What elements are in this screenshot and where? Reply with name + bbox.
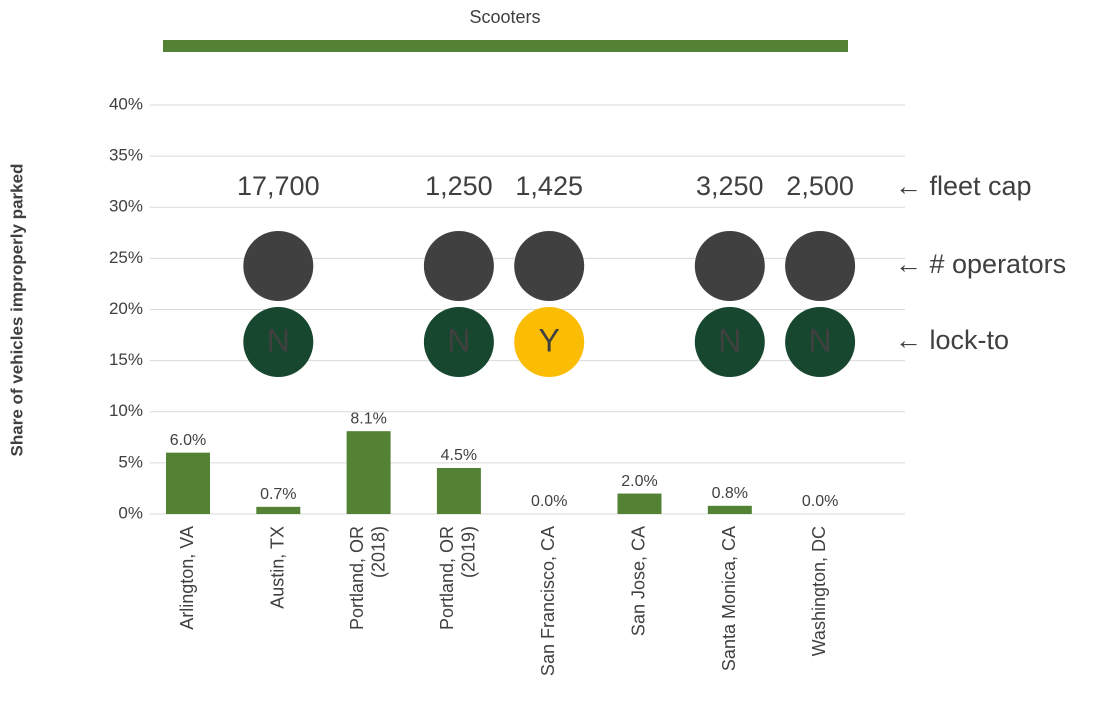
lock-to: N (809, 322, 832, 358)
y-tick-label: 20% (109, 299, 143, 318)
x-tick-label: Portland, OR(2019) (437, 526, 479, 630)
y-tick-label: 40% (109, 94, 143, 113)
value-label: 6.0% (170, 432, 206, 449)
bar (346, 431, 391, 514)
lock-circle (785, 307, 856, 377)
y-axis-label: Share of vehicles improperly parked (7, 164, 26, 457)
lock-circle (423, 307, 494, 377)
lock-circle (694, 307, 765, 377)
lock-circle (514, 307, 585, 377)
fleet-cap: 2,500 (786, 171, 854, 201)
value-label: 0.0% (802, 493, 838, 510)
y-tick-label: 35% (109, 146, 143, 165)
lock-to: N (447, 322, 470, 358)
operator-circle (423, 231, 494, 301)
value-label: 0.8% (712, 485, 748, 502)
x-tick-label: Austin, TX (267, 526, 287, 609)
lock-to: N (267, 322, 290, 358)
row-label: ← # operators (895, 249, 1066, 279)
y-tick-label: 0% (118, 503, 143, 522)
operator-circle (243, 231, 314, 301)
value-label: 8.1% (350, 410, 386, 427)
x-tick-label: San Jose, CA (628, 526, 648, 636)
x-tick-label: Washington, DC (809, 526, 829, 656)
lock-to: Y (539, 322, 560, 358)
bar (166, 452, 210, 514)
bar (707, 505, 752, 514)
operator-count: 8 (269, 246, 287, 282)
lock-circle (243, 307, 314, 377)
value-label: 2.0% (621, 473, 657, 490)
chart-title: Scooters (469, 7, 540, 27)
fleet-cap: 17,700 (237, 171, 320, 201)
value-label: 4.5% (441, 447, 477, 464)
y-tick-label: 10% (109, 401, 143, 420)
operator-count: 4 (721, 246, 739, 282)
title-bar (163, 40, 848, 52)
y-tick-label: 25% (109, 248, 143, 267)
bar (436, 467, 481, 514)
y-tick-label: 15% (109, 350, 143, 369)
operator-circle (694, 231, 765, 301)
x-tick-label: Arlington, VA (177, 526, 197, 630)
x-tick-label: Portland, OR(2018) (347, 526, 389, 630)
x-tick-label: Santa Monica, CA (719, 526, 739, 671)
x-tick-label: San Francisco, CA (538, 526, 558, 676)
row-label: ← fleet cap (895, 171, 1032, 201)
row-label: ← lock-to (895, 325, 1009, 355)
value-label: 0.7% (260, 486, 296, 503)
bar (256, 506, 301, 514)
operator-circle (785, 231, 856, 301)
fleet-cap: 3,250 (696, 171, 764, 201)
lock-to: N (718, 322, 741, 358)
operator-count: 4 (811, 246, 829, 282)
y-tick-label: 30% (109, 197, 143, 216)
y-tick-label: 5% (118, 452, 143, 471)
fleet-cap: 1,425 (515, 171, 583, 201)
operator-count: 3 (450, 246, 468, 282)
operator-circle (514, 231, 585, 301)
fleet-cap: 1,250 (425, 171, 493, 201)
value-label: 0.0% (531, 493, 567, 510)
operator-count: 2 (540, 246, 558, 282)
bar (617, 493, 662, 514)
